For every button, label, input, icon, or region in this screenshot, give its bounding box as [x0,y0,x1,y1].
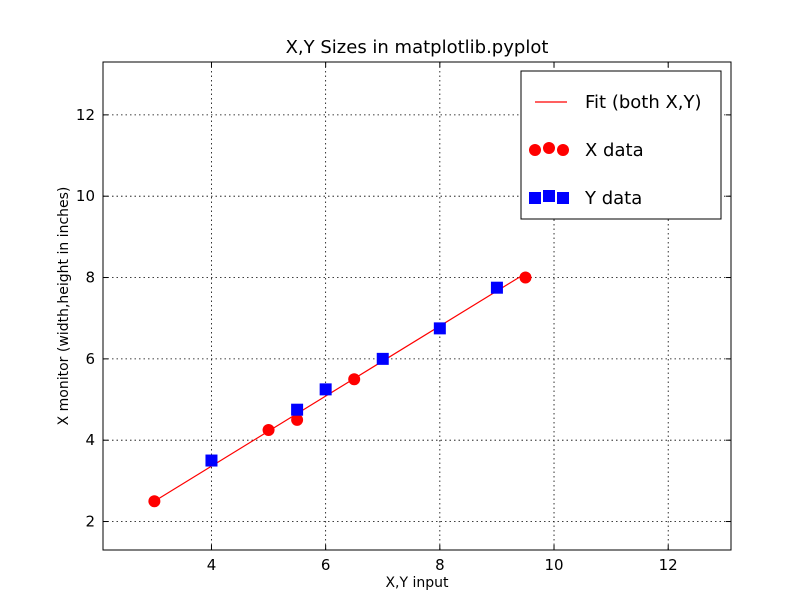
x-data-point [148,495,161,508]
y-data-point [291,403,304,416]
x-tick-label: 8 [435,556,445,574]
x-data-point [348,373,361,386]
plot-frame [102,61,732,551]
legend: Fit (both X,Y) X data Y data [520,70,722,220]
y-data-point [490,281,503,294]
legend-square-swatch [529,192,541,204]
legend-square-swatch [543,190,555,202]
x-tick-label: 6 [321,556,331,574]
y-data-point [319,383,332,396]
y-data-point [376,352,389,365]
x-tick-label: 12 [659,556,678,574]
legend-circle-swatch [557,144,569,156]
y-tick-label: 12 [76,106,95,124]
legend-label: X data [585,140,644,161]
legend-square-swatch [557,192,569,204]
legend-circle-swatch [529,144,541,156]
legend-circle-swatch [543,142,555,154]
y-tick-label: 10 [76,187,95,205]
y-tick-label: 6 [85,350,95,368]
x-data-point [291,413,304,426]
legend-label: Fit (both X,Y) [585,92,702,113]
y-tick-label: 4 [85,431,95,449]
x-data-point [519,271,532,284]
y-tick-label: 8 [85,269,95,287]
y-axis-title: X monitor (width,height in inches) [56,187,72,426]
x-tick-label: 10 [544,556,563,574]
y-data-point [205,454,218,467]
legend-label: Y data [584,188,642,209]
x-axis-title: X,Y input [385,575,449,591]
chart-title: X,Y Sizes in matplotlib.pyplot [286,37,549,58]
y-data-point [433,322,446,335]
y-tick-label: 2 [85,513,95,531]
plot-series [148,271,532,508]
x-data-point [262,424,275,437]
x-tick-label: 4 [207,556,217,574]
axis-ticks: 4 6 8 10 12 2 4 6 8 10 12 [76,62,731,574]
